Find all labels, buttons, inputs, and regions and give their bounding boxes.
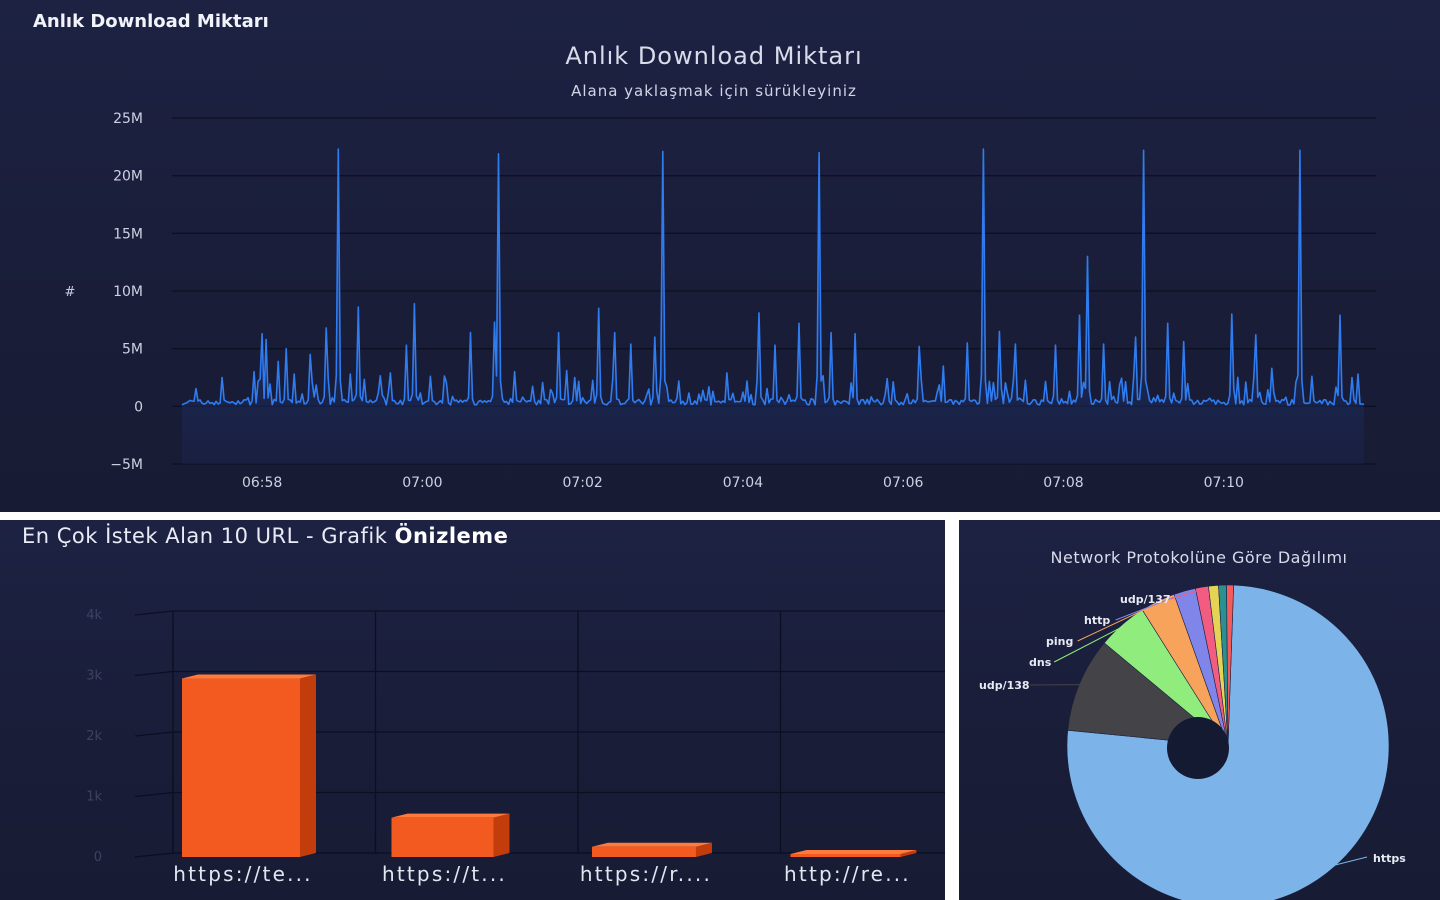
- bar[interactable]: [790, 854, 901, 857]
- bar-top: [391, 813, 510, 818]
- x-tick-label: 07:10: [1204, 475, 1244, 491]
- y-tick-label: 25M: [113, 111, 143, 127]
- label-connector: [1332, 856, 1368, 867]
- y-tick-label: −5M: [110, 457, 143, 473]
- y-tick-label: 5M: [122, 342, 143, 358]
- label-connector: [1053, 625, 1124, 663]
- slice-label: https: [1373, 852, 1406, 865]
- chart-title: Network Protokolüne Göre Dağılımı: [1051, 548, 1348, 567]
- slices: [1066, 584, 1390, 900]
- download-panel: Anlık Download Miktarı Anlık Download Mi…: [0, 0, 1440, 512]
- y-tick-label: 15M: [113, 226, 143, 242]
- bar-side: [900, 850, 917, 857]
- y-tick-label: 0: [94, 850, 102, 865]
- y-tick-label: 3k: [86, 669, 102, 684]
- bar-side: [300, 674, 316, 857]
- series-peaks: [222, 149, 1352, 381]
- x-tick-label: 07:02: [562, 475, 602, 491]
- preview-link[interactable]: Önizleme: [394, 524, 509, 548]
- download-chart[interactable]: Anlık Download Miktarı Alana yaklaşmak i…: [0, 0, 1440, 512]
- y-tick-label: 4k: [86, 608, 102, 623]
- x-tick-label: 07:04: [723, 475, 763, 491]
- bar-side: [493, 813, 510, 857]
- slice-label: http: [1084, 614, 1110, 627]
- y-axis-label: #: [65, 285, 76, 300]
- bar-heading-text: En Çok İstek Alan 10 URL - Grafik: [22, 524, 395, 548]
- x-tick-label: 06:58: [242, 475, 282, 491]
- slice-label: udp/137: [1120, 593, 1171, 606]
- panel-heading: Anlık Download Miktarı: [33, 11, 269, 32]
- bar-side: [695, 842, 712, 857]
- y-tick-label: 20M: [113, 169, 143, 185]
- bar-panel-heading: En Çok İstek Alan 10 URL - Grafik Önizle…: [22, 524, 508, 548]
- chart-title: Anlık Download Miktarı: [565, 42, 862, 70]
- grid: [134, 610, 945, 858]
- bar[interactable]: [391, 817, 494, 857]
- pie-slice[interactable]: [1226, 584, 1234, 747]
- label-connector: [1077, 602, 1159, 642]
- protocol-chart: Network Protokolüne Göre Dağılımı https u…: [979, 548, 1406, 900]
- label-connector: [1170, 588, 1203, 600]
- x-tick-label: 07:06: [883, 475, 923, 491]
- y-tick-label: 10M: [113, 284, 143, 300]
- x-axis: https://te... https://t... https://r.... ht…: [173, 862, 911, 886]
- x-tick-label: http://re...: [784, 862, 911, 886]
- y-tick-label: 2k: [86, 729, 102, 744]
- pie-slice[interactable]: [1066, 584, 1390, 900]
- bar-top: [790, 850, 917, 854]
- protocol-panel: Network Protokolüne Göre Dağılımı https u…: [959, 520, 1440, 900]
- chart-subtitle: Alana yaklaşmak için sürükleyiniz: [571, 82, 857, 100]
- x-tick-label: 07:00: [402, 475, 442, 491]
- slice-label: udp/138: [979, 679, 1030, 692]
- series-area: [182, 149, 1364, 464]
- y-axis: 4k 3k 2k 1k 0: [86, 608, 102, 865]
- x-tick-label: https://te...: [173, 862, 313, 886]
- bar-top: [591, 842, 712, 847]
- slice-labels: https udp/138 dns ping http udp/137: [979, 588, 1406, 867]
- label-connector: [1115, 592, 1186, 621]
- y-tick-label: 0: [134, 399, 143, 415]
- y-tick-label: 1k: [86, 790, 102, 805]
- x-tick-label: https://t...: [382, 862, 507, 886]
- pie-center: [1167, 717, 1229, 779]
- series-line[interactable]: [181, 148, 1365, 406]
- slice-label: dns: [1029, 656, 1052, 669]
- x-axis: 06:58 07:00 07:02 07:04 07:06 07:08 07:10: [242, 475, 1244, 491]
- grid-line: [134, 610, 945, 616]
- bars: [182, 674, 917, 857]
- bar[interactable]: [182, 678, 300, 857]
- y-axis: 25M 20M 15M 10M 5M 0 −5M: [110, 111, 143, 473]
- x-tick-label: https://r....: [580, 862, 712, 886]
- bar-top: [182, 674, 316, 679]
- slice-label: ping: [1046, 635, 1073, 648]
- bar[interactable]: [591, 846, 696, 857]
- x-tick-label: 07:08: [1043, 475, 1083, 491]
